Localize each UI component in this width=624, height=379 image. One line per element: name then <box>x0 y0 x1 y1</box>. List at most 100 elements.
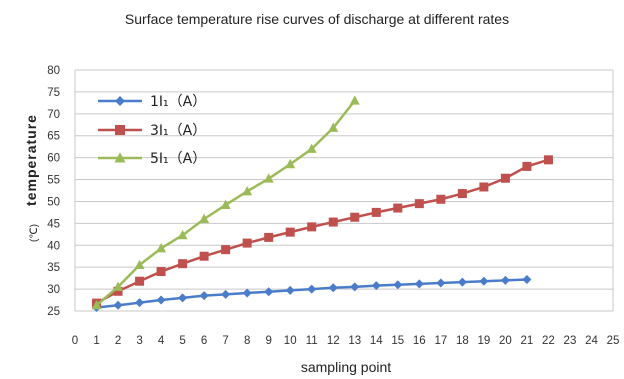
data-point <box>522 274 532 284</box>
y-tick-label: 80 <box>47 65 60 77</box>
data-point <box>135 298 145 308</box>
x-tick-label: 0 <box>72 335 78 347</box>
x-tick-label: 21 <box>521 335 534 347</box>
x-tick-label: 11 <box>306 335 318 347</box>
chart-title: Surface temperature rise curves of disch… <box>125 11 509 27</box>
data-point <box>177 229 188 240</box>
x-tick-label: 10 <box>284 335 297 347</box>
x-tick-label: 23 <box>564 335 577 347</box>
data-point <box>199 213 210 223</box>
data-point <box>457 277 467 287</box>
y-tick-label: 75 <box>47 87 60 99</box>
data-point <box>500 173 510 183</box>
data-point <box>350 282 360 292</box>
data-point <box>113 300 123 310</box>
x-tick-label: 24 <box>585 335 598 347</box>
data-point <box>113 286 123 296</box>
data-point <box>479 276 489 286</box>
x-tick-label: 20 <box>499 335 512 347</box>
x-tick-label: 6 <box>201 335 207 347</box>
data-point <box>285 158 296 169</box>
x-tick-label: 2 <box>115 335 121 347</box>
data-point <box>242 288 252 298</box>
series-2 <box>92 155 553 308</box>
x-axis-label: sampling point <box>301 359 391 375</box>
data-point <box>135 276 145 286</box>
data-point <box>328 283 338 293</box>
x-tick-label: 19 <box>477 335 490 347</box>
legend-item: 5I₁（A） <box>98 151 206 167</box>
y-ticks: 25 30 35 40 45 50 55 60 65 70 75 80 <box>47 65 60 318</box>
y-tick-label: 45 <box>47 218 60 230</box>
x-tick-label: 9 <box>265 335 271 347</box>
data-point <box>393 280 403 290</box>
series-1 <box>92 274 532 312</box>
x-tick-label: 14 <box>370 335 383 347</box>
legend-label: 5I₁（A） <box>150 151 206 167</box>
data-point <box>242 238 252 248</box>
y-tick-label: 65 <box>47 131 60 143</box>
data-point <box>115 96 125 106</box>
y-axis-label: temperature <box>23 114 39 206</box>
y-tick-label: 30 <box>47 284 60 296</box>
y-tick-label: 50 <box>47 196 60 208</box>
data-point <box>307 284 317 294</box>
data-point <box>414 279 424 289</box>
x-tick-label: 3 <box>136 335 142 347</box>
data-point <box>328 217 338 227</box>
data-point <box>393 203 403 213</box>
data-point <box>221 245 231 255</box>
data-point <box>285 285 295 295</box>
x-tick-label: 5 <box>179 335 185 347</box>
data-point <box>199 251 209 261</box>
x-tick-label: 18 <box>456 335 469 347</box>
data-point <box>436 278 446 288</box>
data-point <box>350 212 360 222</box>
data-point <box>220 199 231 209</box>
data-point <box>156 243 167 253</box>
x-tick-label: 15 <box>391 335 404 347</box>
x-tick-label: 22 <box>542 335 555 347</box>
data-point <box>414 199 424 209</box>
x-tick-label: 8 <box>244 335 250 347</box>
y-axis-unit: (℃) <box>29 224 40 242</box>
x-tick-label: 4 <box>158 335 165 347</box>
data-point <box>178 293 188 303</box>
legend-label: 1I₁（A） <box>150 94 206 110</box>
data-point <box>91 300 102 310</box>
series-layer <box>91 95 553 312</box>
data-point <box>457 189 467 199</box>
data-point <box>242 186 253 196</box>
x-tick-label: 12 <box>327 335 340 347</box>
series-line <box>95 158 549 305</box>
data-point <box>221 289 231 299</box>
x-tick-label: 16 <box>413 335 426 347</box>
data-point <box>115 125 125 135</box>
legend-label: 3I₁（A） <box>150 123 206 139</box>
data-point <box>307 222 317 232</box>
data-point <box>500 275 510 285</box>
data-point <box>436 194 446 204</box>
data-point <box>371 281 381 291</box>
x-tick-label: 1 <box>93 335 99 347</box>
data-point <box>306 143 317 153</box>
data-point <box>156 295 166 305</box>
x-tick-label: 17 <box>434 335 447 347</box>
x-ticks: 0 1 2 3 4 5 6 7 8 9 10 11 12 13 14 15 16 17 18 19 20 21 22 23 24… <box>72 335 620 347</box>
y-tick-label: 60 <box>47 153 60 165</box>
data-point <box>264 232 274 242</box>
data-point <box>199 291 209 301</box>
data-point <box>285 227 295 237</box>
data-point <box>114 152 126 163</box>
y-tick-label: 35 <box>47 262 60 274</box>
x-tick-label: 13 <box>348 335 361 347</box>
data-point <box>479 182 489 192</box>
data-point <box>328 122 339 132</box>
y-tick-label: 70 <box>47 109 60 121</box>
y-tick-label: 40 <box>47 240 60 252</box>
y-tick-label: 55 <box>47 175 60 187</box>
data-point <box>349 95 360 105</box>
x-tick-label: 25 <box>607 335 620 347</box>
data-point <box>371 207 381 217</box>
